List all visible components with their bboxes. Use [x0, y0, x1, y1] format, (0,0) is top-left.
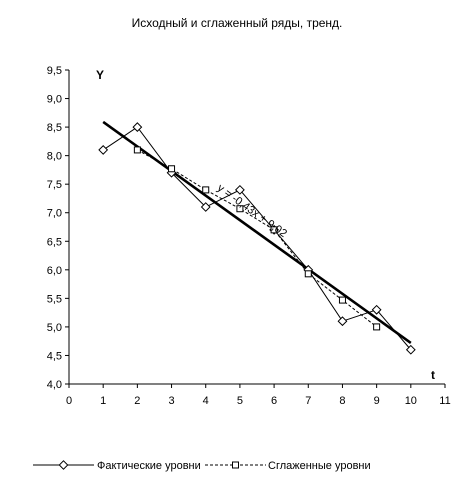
legend: Фактические уровни Сглаженные уровни — [33, 460, 371, 472]
smoothed-point — [236, 205, 244, 213]
smoothed-point — [373, 323, 381, 331]
actual-point — [235, 184, 245, 195]
x-tick-label: 5 — [237, 395, 243, 407]
actual-point — [337, 316, 348, 327]
x-tick-label: 0 — [66, 395, 72, 407]
smoothed-point — [270, 226, 278, 234]
x-tick-label: 11 — [439, 395, 450, 407]
x-tick-label: 4 — [203, 395, 209, 407]
legend-square-marker — [232, 461, 239, 469]
y-tick-label: 4,5 — [47, 350, 62, 362]
actual-point — [405, 344, 416, 355]
smoothed-point — [133, 146, 141, 154]
y-tick-label: 7,0 — [47, 208, 62, 220]
y-tick-label: 6,5 — [47, 236, 62, 248]
x-tick-label: 10 — [405, 395, 417, 407]
y-tick-label: 7,5 — [47, 179, 62, 191]
series-actual-line — [102, 126, 412, 351]
y-tick-label: 4,0 — [47, 379, 62, 391]
x-tick-label: 8 — [339, 395, 345, 407]
smoothed-point — [202, 186, 210, 194]
y-tick-label: 8,5 — [47, 122, 62, 134]
y-tick-label: 5,0 — [47, 322, 62, 334]
legend-label: Фактические уровни — [97, 460, 201, 472]
trend-line — [102, 120, 412, 344]
x-tick-label: 6 — [271, 395, 277, 407]
actual-point — [200, 202, 211, 212]
y-tick-label: 6,0 — [47, 265, 62, 277]
smoothed-point — [338, 296, 346, 304]
plot-area: 4,0 4,5 5,0 5,5 6,0 6,5 7,0 7,5 8,0 8,5 9,0 9,5 0 1 2 3… — [47, 65, 451, 407]
chart-title: Исходный и сглаженный ряды, тренд. — [132, 16, 343, 30]
legend-item-actual: Фактические уровни — [33, 460, 201, 472]
y-tick-label: 5,5 — [47, 293, 62, 305]
y-tick-label: 9,0 — [47, 94, 62, 106]
legend-label: Сглаженные уровни — [268, 460, 371, 472]
x-tick-label: 2 — [134, 395, 140, 407]
actual-point — [371, 304, 382, 315]
legend-item-smoothed: Сглаженные уровни — [205, 460, 371, 472]
x-tick-label: 3 — [168, 395, 174, 407]
actual-point — [132, 122, 143, 132]
smoothed-point — [304, 270, 312, 278]
y-axis-label: Y — [96, 68, 104, 82]
x-axis-label: t — [431, 368, 435, 382]
actual-point — [98, 145, 109, 155]
series-smoothed-line — [137, 149, 377, 328]
x-tick-label: 9 — [374, 395, 380, 407]
smoothed-point — [168, 165, 176, 173]
y-tick-label: 9,5 — [47, 65, 62, 77]
x-tick-label: 1 — [100, 395, 106, 407]
y-tick-label: 8,0 — [47, 151, 62, 163]
x-tick-label: 7 — [305, 395, 311, 407]
legend-diamond-marker — [58, 460, 69, 470]
